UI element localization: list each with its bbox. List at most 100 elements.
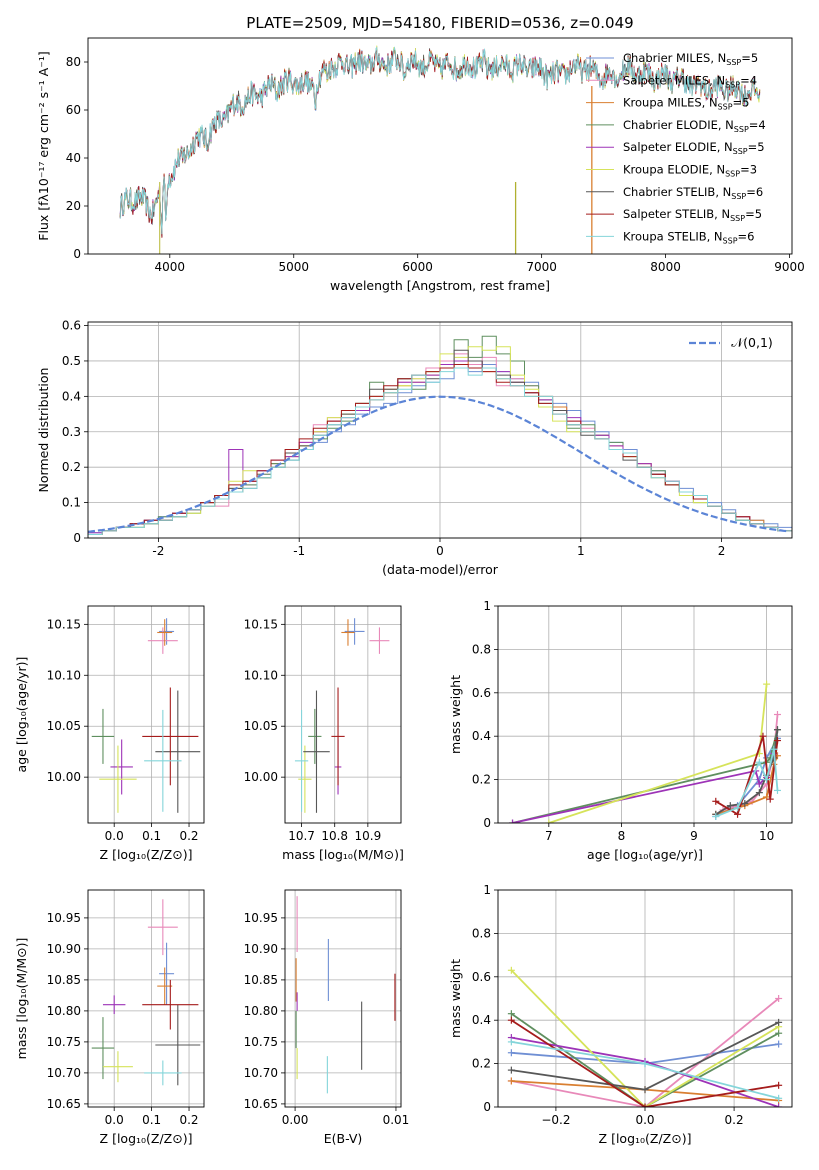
weight-marker bbox=[759, 732, 767, 740]
y-tick-label: 0.2 bbox=[472, 773, 491, 787]
y-tick-label: 10.95 bbox=[47, 911, 81, 925]
plot-area bbox=[295, 896, 396, 1094]
errorbar-point bbox=[99, 745, 137, 813]
x-tick-label: 6000 bbox=[402, 260, 433, 274]
axes-frame bbox=[497, 889, 793, 1108]
legend-entry: Chabrier ELODIE, NSSP=4 bbox=[623, 118, 766, 134]
x-tick-label: 5000 bbox=[278, 260, 309, 274]
normal-curve bbox=[88, 395, 790, 533]
axes-frame bbox=[87, 605, 205, 824]
x-tick-label: -1 bbox=[293, 544, 305, 558]
x-tick-label: -2 bbox=[152, 544, 164, 558]
x-axis-label: (data-model)/error bbox=[382, 562, 499, 577]
weight-marker bbox=[763, 793, 771, 801]
weight-marker bbox=[755, 758, 763, 766]
y-tick-label: 60 bbox=[66, 103, 81, 117]
y-tick-label: 10.10 bbox=[47, 668, 81, 682]
y-tick-label: 0.3 bbox=[62, 425, 81, 439]
axes-frame bbox=[284, 605, 402, 824]
weight-vs-age-panel: 7 8 9 10 0 0.2 0.4 0.6 0.8 1 age [log₁₀(age/yr)] ma… bbox=[448, 599, 793, 862]
y-tick-label: 0.1 bbox=[62, 496, 81, 510]
weight-marker bbox=[763, 776, 771, 784]
errorbar-point bbox=[157, 967, 173, 1005]
weight-marker bbox=[507, 966, 515, 974]
figure-title: PLATE=2509, MJD=54180, FIBERID=0536, z=0… bbox=[246, 14, 633, 32]
y-tick-label: 0.4 bbox=[472, 729, 491, 743]
errorbar-point bbox=[303, 690, 330, 813]
weight-marker bbox=[775, 1094, 783, 1102]
x-tick-label: 0 bbox=[436, 544, 444, 558]
y-axis-label: age [log₁₀(age/yr)] bbox=[14, 657, 29, 773]
errorbar-point bbox=[155, 690, 201, 813]
grid bbox=[285, 890, 401, 1107]
weight-marker bbox=[755, 789, 763, 797]
x-axis-label: Z [log₁₀(Z/Z⊙)] bbox=[100, 1131, 193, 1146]
x-axis-label: age [log₁₀(age/yr)] bbox=[587, 847, 703, 862]
y-tick-label: 0 bbox=[483, 816, 491, 830]
weight-marker bbox=[641, 1086, 649, 1094]
x-axis-label: E(B-V) bbox=[324, 1131, 363, 1146]
x-tick-label: 0.1 bbox=[142, 829, 161, 843]
x-tick-label: 0.2 bbox=[179, 1113, 198, 1127]
errorbar-point bbox=[102, 995, 126, 1014]
y-tick-label: 10.00 bbox=[244, 770, 278, 784]
y-tick-label: 10.95 bbox=[244, 911, 278, 925]
errorbar-point bbox=[147, 899, 178, 956]
weight-marker bbox=[726, 802, 734, 810]
y-tick-label: 0.4 bbox=[472, 1013, 491, 1027]
axes-frame bbox=[87, 321, 793, 539]
errorbar-point bbox=[144, 709, 182, 812]
y-tick-label: 0.8 bbox=[472, 642, 491, 656]
y-tick-label: 1 bbox=[483, 599, 491, 613]
errorbar-point bbox=[147, 627, 178, 654]
y-tick-label: 10.80 bbox=[47, 1004, 81, 1018]
y-tick-label: 0.8 bbox=[472, 926, 491, 940]
y-tick-label: 10.15 bbox=[47, 617, 81, 631]
y-tick-label: 10.80 bbox=[244, 1004, 278, 1018]
weight-marker bbox=[507, 1066, 515, 1074]
plot-area bbox=[294, 618, 390, 813]
weight-marker bbox=[507, 1038, 515, 1046]
x-tick-label: 0.00 bbox=[282, 1113, 309, 1127]
y-tick-label: 40 bbox=[66, 151, 81, 165]
residual-histogram-panel: -2 -1 0 1 2 0 0.1 0.2 0.3 0.4 0.5 0.6 (data-model)/e… bbox=[36, 319, 793, 577]
x-tick-label: 0.1 bbox=[142, 1113, 161, 1127]
weight-line bbox=[511, 997, 780, 1107]
spectrum-legend: Chabrier MILES, NSSP=5 Salpeter MILES, NS… bbox=[586, 51, 766, 245]
weight-marker bbox=[775, 1081, 783, 1089]
weight-marker bbox=[545, 819, 553, 823]
errorbar-point bbox=[308, 708, 322, 764]
y-tick-label: 10.85 bbox=[47, 973, 81, 987]
y-tick-label: 0 bbox=[73, 531, 81, 545]
legend-entry: Salpeter STELIB, NSSP=5 bbox=[623, 207, 762, 223]
x-axis-label: wavelength [Angstrom, rest frame] bbox=[330, 278, 550, 293]
y-tick-label: 10.05 bbox=[47, 719, 81, 733]
x-tick-label: 8000 bbox=[650, 260, 681, 274]
plot-area bbox=[509, 680, 781, 823]
legend-entry: Kroupa ELODIE, NSSP=3 bbox=[623, 163, 757, 179]
legend-entry: 𝒩(0,1) bbox=[731, 335, 773, 350]
x-axis-label: Z [log₁₀(Z/Z⊙)] bbox=[599, 1131, 692, 1146]
age-vs-mass-panel: 10.7 10.8 10.9 10.00 10.05 10.10 10.15 mass [lo… bbox=[244, 605, 404, 862]
y-tick-label: 0.5 bbox=[62, 354, 81, 368]
weight-line bbox=[510, 969, 780, 1107]
errorbar-point bbox=[341, 619, 355, 646]
axes-frame bbox=[284, 889, 402, 1108]
errorbar-point bbox=[298, 745, 312, 813]
errorbar-point bbox=[142, 979, 199, 1030]
weight-marker bbox=[741, 799, 749, 807]
x-tick-label: 0.2 bbox=[179, 829, 198, 843]
y-axis-label: mass weight bbox=[448, 959, 463, 1038]
y-tick-label: 10.10 bbox=[244, 668, 278, 682]
weight-marker bbox=[641, 1060, 649, 1068]
x-tick-label: 4000 bbox=[155, 260, 186, 274]
y-tick-label: 10.75 bbox=[47, 1035, 81, 1049]
mass-vs-extinction-panel: 0.00 0.01 10.65 10.70 10.75 10.80 10.85 10.90 10… bbox=[244, 889, 409, 1146]
y-tick-label: 10.00 bbox=[47, 770, 81, 784]
y-tick-label: 10.70 bbox=[244, 1066, 278, 1080]
age-vs-metallicity-panel: 0.0 0.1 0.2 10.00 10.05 10.10 10.15 Z [log₁₀(Z/… bbox=[14, 605, 205, 862]
y-tick-label: 0.2 bbox=[472, 1057, 491, 1071]
errorbar-point bbox=[294, 709, 309, 812]
y-axis-label: mass [log₁₀(M/M⊙)] bbox=[14, 938, 29, 1060]
errorbar-point bbox=[331, 687, 345, 786]
